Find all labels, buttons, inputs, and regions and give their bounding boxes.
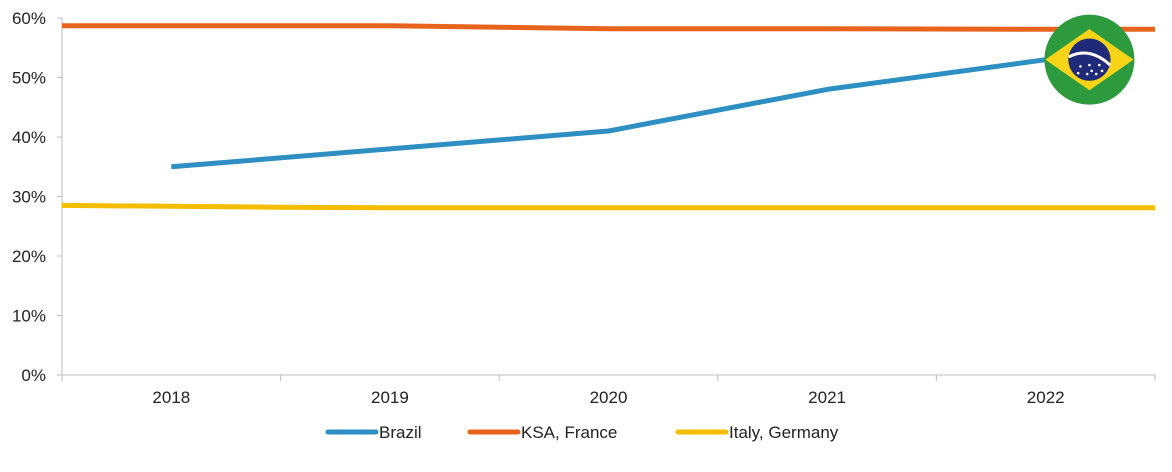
- flag-star: [1094, 72, 1098, 76]
- y-tick-label: 60%: [12, 9, 46, 28]
- x-tick-label: 2020: [590, 388, 628, 407]
- x-axis: 2018 2019 2020 2021 2022: [61, 374, 1156, 407]
- y-tick-label: 20%: [12, 247, 46, 266]
- flag-star: [1098, 63, 1101, 67]
- y-tick-label: 50%: [12, 69, 46, 88]
- y-axis: 0% 10% 20% 30% 40% 50% 60%: [12, 9, 63, 385]
- flag-star: [1085, 72, 1089, 76]
- y-tick-label: 40%: [12, 128, 46, 147]
- legend-label: Italy, Germany: [729, 423, 839, 442]
- legend-label: KSA, France: [521, 423, 617, 442]
- flag-band: [1068, 51, 1112, 67]
- x-tick-label: 2021: [808, 388, 846, 407]
- y-tick-label: 10%: [12, 307, 46, 326]
- flag-star: [1076, 71, 1080, 75]
- series-line-ksa-france: [62, 23, 1155, 32]
- series-line-brazil: [171, 57, 1047, 170]
- flag-star: [1079, 65, 1082, 68]
- annotations: [1044, 14, 1135, 105]
- x-tick-label: 2019: [371, 388, 409, 407]
- flag-star: [1088, 63, 1091, 67]
- legend: Brazil KSA, France Italy, Germany: [325, 423, 839, 442]
- flag-star: [1090, 69, 1093, 73]
- series-line-italy-germany: [61, 202, 1155, 211]
- x-tick-label: 2022: [1027, 388, 1065, 407]
- legend-label: Brazil: [379, 423, 422, 442]
- brazil-flag-icon: [1044, 14, 1135, 105]
- x-tick-label: 2018: [152, 388, 190, 407]
- series-lines: [61, 23, 1155, 211]
- y-tick-label: 30%: [12, 188, 46, 207]
- y-tick-label: 0%: [21, 366, 46, 385]
- flag-star: [1100, 69, 1104, 73]
- flag-blue-globe: [1068, 38, 1111, 81]
